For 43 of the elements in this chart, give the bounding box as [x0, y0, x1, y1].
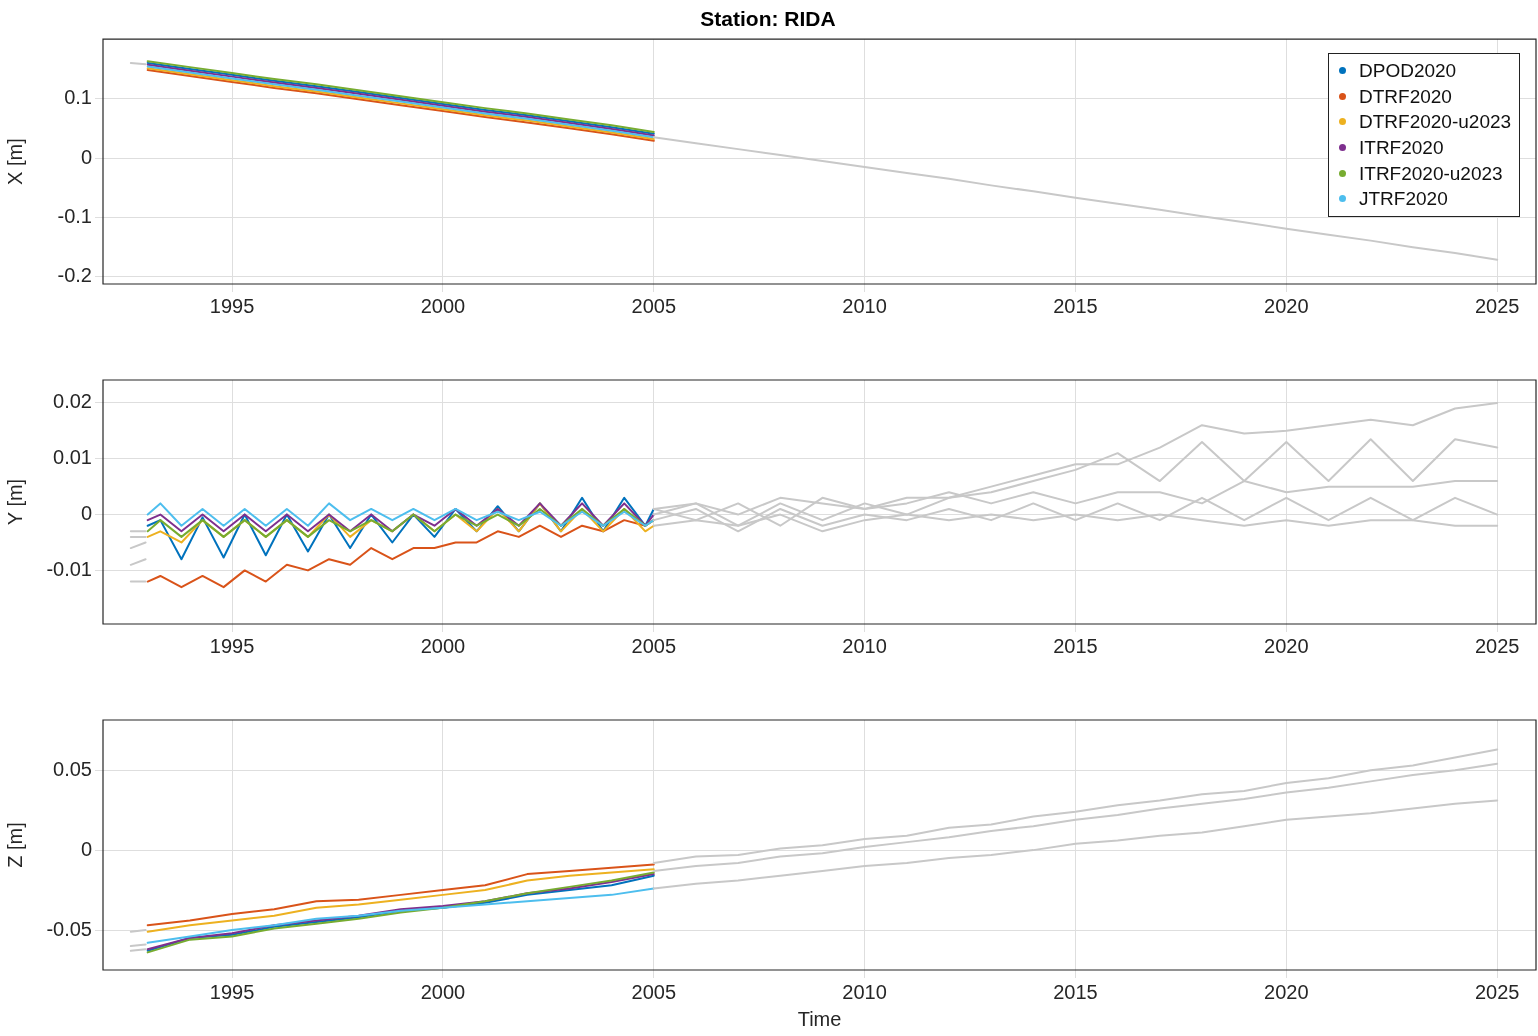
x-tick-label: 2025	[1474, 980, 1520, 1003]
y-tick-label: -0.05	[46, 917, 92, 940]
legend-label: DTRF2020	[1359, 84, 1453, 109]
y-tick-label: 0.01	[53, 446, 92, 469]
y-tick-label: 0	[80, 145, 92, 168]
x-tick-label: 2025	[1474, 634, 1520, 657]
x-tick-label: 2020	[1264, 294, 1309, 317]
x-tick-label: 2020	[1264, 980, 1309, 1003]
x-tick-label: 2020	[1264, 634, 1309, 657]
y-tick-label: -0.1	[57, 204, 92, 227]
x-tick-label: 2005	[631, 294, 677, 317]
y-tick-label: 0	[80, 502, 92, 525]
legend-label: ITRF2020-u2023	[1359, 161, 1504, 186]
legend-label: ITRF2020	[1359, 135, 1445, 160]
y-tick-label: 0	[80, 837, 92, 860]
y-axis-title: X [m]	[3, 138, 26, 185]
y-tick-label: -0.01	[46, 557, 92, 580]
y-tick-label: -0.2	[57, 264, 92, 287]
x-tick-label: 2000	[420, 980, 466, 1003]
legend-label: DTRF2020-u2023	[1359, 110, 1512, 135]
x-tick-label: 2000	[420, 634, 466, 657]
x-tick-label: 2015	[1053, 634, 1098, 657]
x-tick-label: 2015	[1053, 294, 1098, 317]
x-axis-title: Time	[797, 1007, 842, 1030]
legend-label: JTRF2020	[1359, 187, 1449, 212]
x-tick-label: 2005	[631, 980, 677, 1003]
x-tick-label: 2015	[1053, 980, 1098, 1003]
x-tick-label: 1995	[209, 634, 255, 657]
y-axis-title: Z [m]	[3, 822, 26, 868]
x-tick-label: 2025	[1474, 294, 1520, 317]
y-tick-label: 0.05	[53, 757, 92, 780]
x-tick-label: 2000	[420, 294, 466, 317]
x-tick-label: 2010	[842, 980, 887, 1003]
legend-label: DPOD2020	[1359, 59, 1458, 84]
x-tick-label: 2010	[842, 294, 887, 317]
x-tick-label: 1995	[209, 980, 255, 1003]
y-tick-label: 0.02	[53, 390, 92, 413]
y-axis-title: Y [m]	[3, 478, 26, 526]
x-tick-label: 2010	[842, 634, 887, 657]
y-tick-label: 0.1	[64, 86, 92, 109]
x-tick-label: 1995	[209, 294, 255, 317]
chart-title: Station: RIDA	[700, 7, 836, 31]
x-tick-label: 2005	[631, 634, 677, 657]
